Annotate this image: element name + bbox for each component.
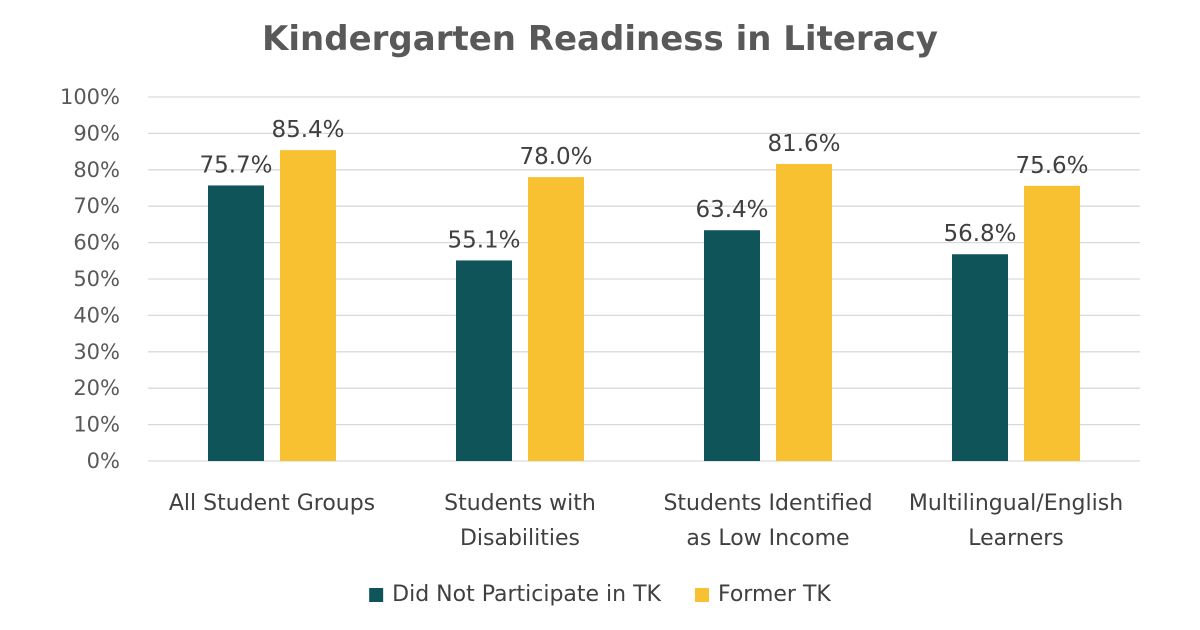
category-label: All Student Groups [169, 491, 375, 516]
bar [280, 150, 336, 462]
bar [456, 260, 512, 461]
data-label: 85.4% [271, 117, 344, 143]
chart-title: Kindergarten Readiness in Literacy [262, 19, 938, 59]
bar [528, 177, 584, 461]
y-tick-label: 0% [87, 449, 120, 473]
y-tick-label: 70% [73, 194, 120, 218]
legend-swatch [369, 588, 384, 602]
bar [952, 254, 1008, 461]
y-tick-label: 80% [73, 158, 120, 182]
bar [1024, 185, 1080, 462]
data-label: 75.7% [199, 152, 272, 178]
data-label: 63.4% [695, 197, 768, 223]
data-label: 55.1% [447, 227, 520, 253]
y-tick-label: 10% [73, 413, 120, 437]
data-label: 75.6% [1015, 153, 1088, 179]
bar [208, 185, 264, 461]
y-tick-label: 50% [73, 267, 120, 291]
data-label: 81.6% [767, 131, 840, 157]
legend-label: Former TK [718, 582, 831, 607]
legend: Did Not Participate in TK Former TK [369, 582, 831, 607]
category-label: Multilingual/English [909, 491, 1123, 516]
category-label: Students Identified [663, 491, 872, 516]
data-labels: 75.7% 85.4% 55.1% 78.0% 63.4% 81.6% 56.8% 75.6% [199, 117, 1088, 253]
bars [208, 150, 1080, 462]
bar [704, 230, 760, 461]
legend-label: Did Not Participate in TK [392, 582, 661, 607]
bar [776, 163, 832, 461]
category-label: Learners [968, 526, 1064, 551]
y-tick-label: 20% [73, 376, 120, 400]
y-tick-label: 90% [73, 121, 120, 145]
data-label: 78.0% [519, 144, 592, 170]
y-tick-label: 40% [73, 303, 120, 327]
category-label: as Low Income [686, 526, 849, 551]
y-tick-label: 100% [60, 85, 120, 109]
x-axis-category-labels: All Student Groups Students with Disabilit… [169, 491, 1123, 551]
y-tick-label: 30% [73, 340, 120, 364]
data-label: 56.8% [943, 221, 1016, 247]
y-tick-label: 60% [73, 231, 120, 255]
category-label: Disabilities [460, 526, 580, 551]
y-axis-tick-labels: 0% 10% 20% 30% 40% 50% 60% 70% 80% 90% 100% [60, 85, 120, 473]
legend-swatch [694, 588, 709, 602]
category-label: Students with [444, 491, 596, 516]
